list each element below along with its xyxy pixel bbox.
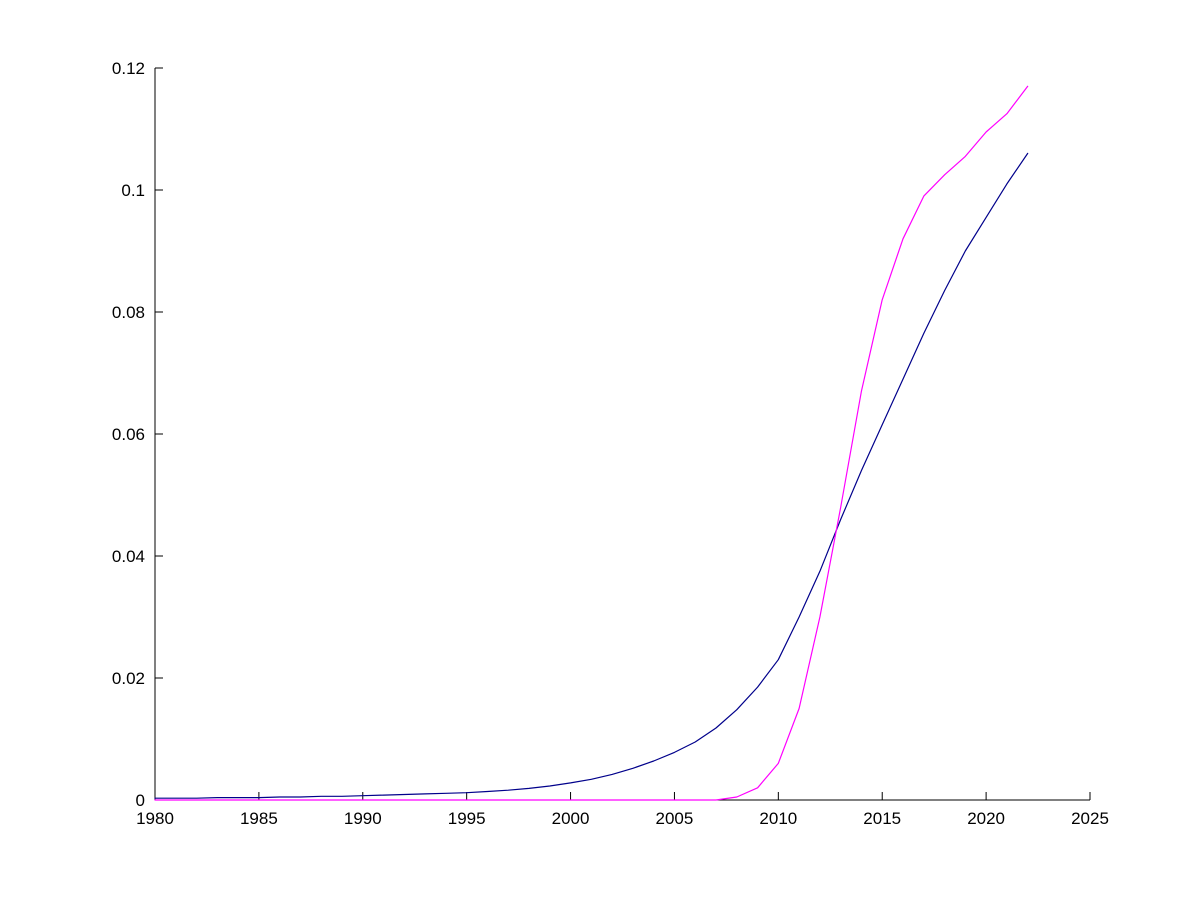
series-line-steep-adoption-curve [154,85,1029,801]
x-tick-label: 2015 [863,809,901,828]
y-tick-label: 0.04 [112,547,145,566]
x-tick-label: 2020 [967,809,1005,828]
x-tick-label: 1985 [240,809,278,828]
y-tick-label: 0.02 [112,669,145,688]
x-tick-label: 1980 [136,809,174,828]
x-tick-label: 1995 [448,809,486,828]
y-tick-label: 0.12 [112,59,145,78]
x-tick-label: 2010 [759,809,797,828]
y-tick-label: 0.1 [121,181,145,200]
x-tick-label: 2000 [552,809,590,828]
y-tick-label: 0.08 [112,303,145,322]
x-tick-label: 2005 [656,809,694,828]
y-tick-label: 0 [136,791,145,810]
series-line-smooth-logistic-curve [154,152,1029,799]
x-tick-label: 1990 [344,809,382,828]
x-tick-label: 2025 [1071,809,1109,828]
y-tick-label: 0.06 [112,425,145,444]
